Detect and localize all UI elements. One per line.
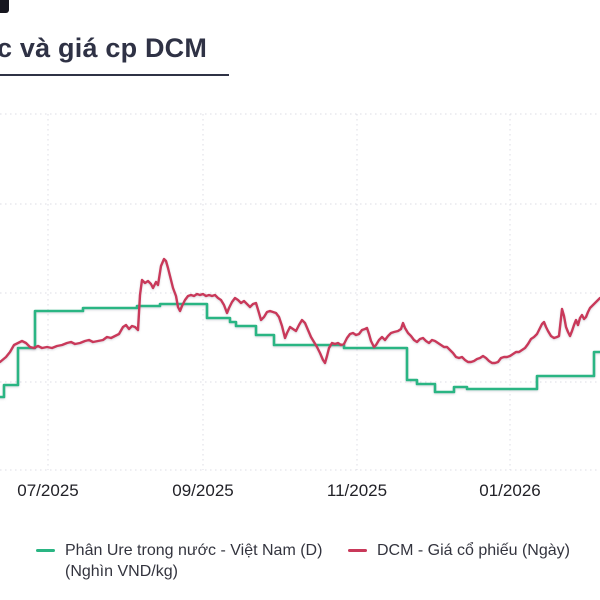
x-tick-label: 11/2025 [326, 481, 388, 500]
title-underline [0, 74, 229, 76]
legend-label-ure-line1: Phân Ure trong nước - Việt Nam (D) [65, 542, 323, 559]
legend-swatch-dcm [348, 549, 367, 552]
legend-label-ure-line2: (Nghìn VND/kg) [65, 563, 178, 580]
chart-title: c và giá cp DCM [0, 33, 208, 63]
x-tick-label: 01/2026 [479, 481, 541, 500]
x-tick-label: 07/2025 [17, 481, 79, 500]
legend-label-ure: Phân Ure trong nước - Việt Nam (D) (Nghì… [65, 540, 322, 582]
legend-label-dcm-line1: DCM - Giá cổ phiếu (Ngày) [377, 542, 570, 559]
x-tick-label: 09/2025 [172, 481, 234, 500]
legend-swatch-ure [36, 549, 55, 552]
legend-label-dcm: DCM - Giá cổ phiếu (Ngày) [377, 540, 570, 561]
cropped-logo-fragment [0, 0, 9, 13]
